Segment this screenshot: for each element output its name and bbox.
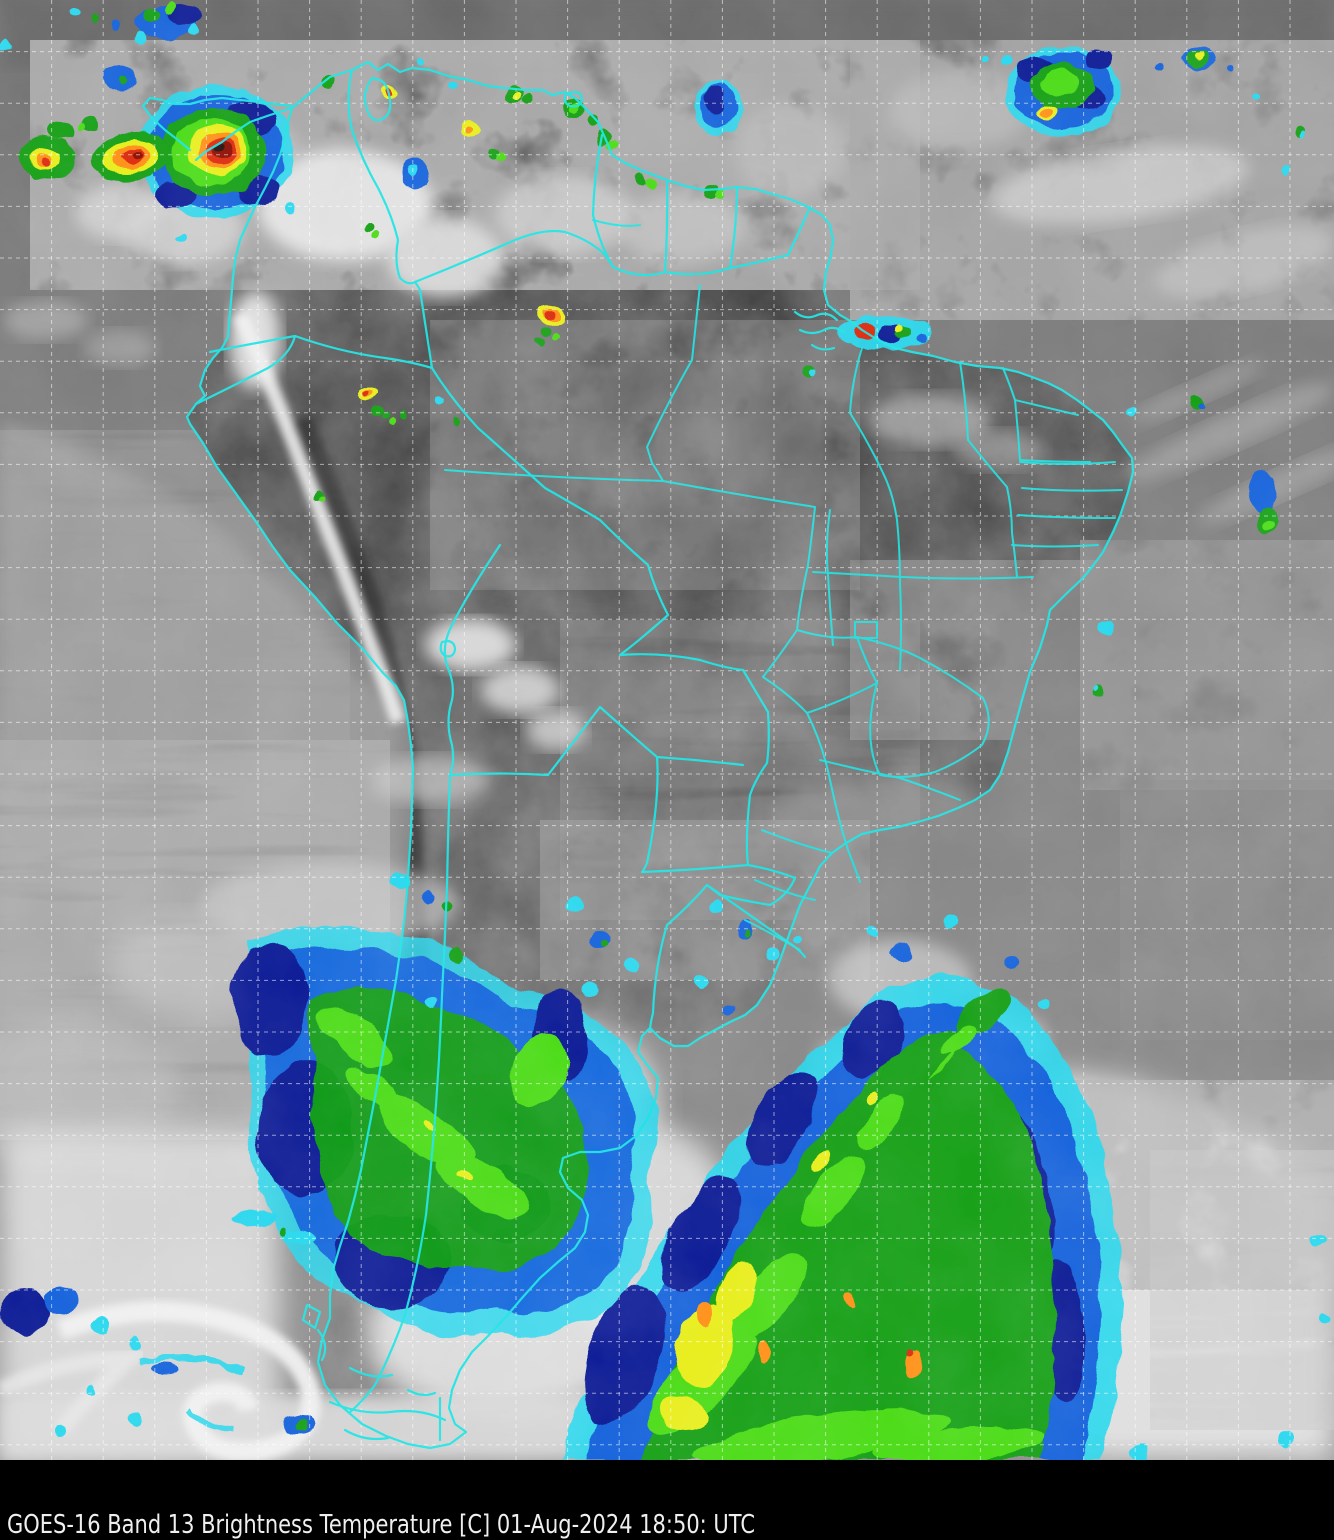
noise-texture — [0, 0, 1334, 1460]
caption-bar: GOES-16 Band 13 Brightness Temperature [… — [0, 1460, 1334, 1540]
caption-text: GOES-16 Band 13 Brightness Temperature [… — [7, 1510, 755, 1540]
